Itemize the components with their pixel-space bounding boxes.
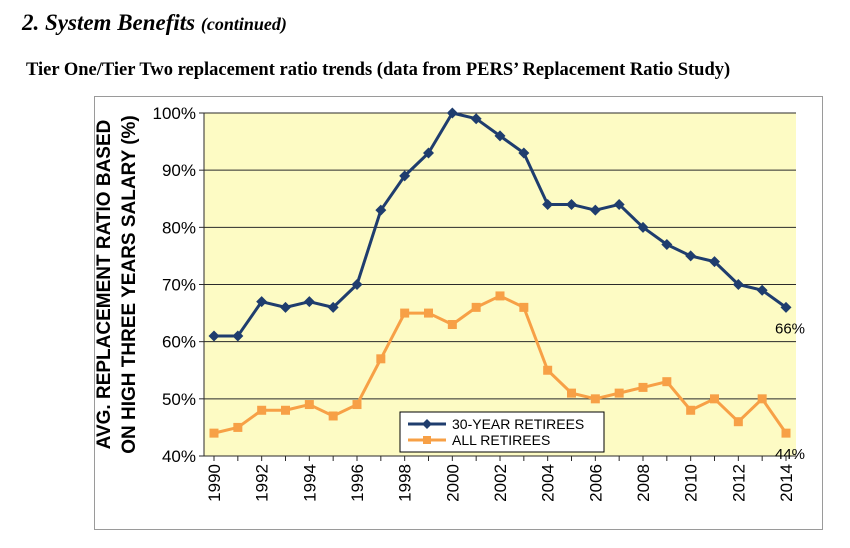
- series-end-label: 66%: [775, 320, 805, 337]
- data-point: [304, 400, 314, 410]
- data-point: [495, 291, 505, 301]
- legend-label: ALL RETIREES: [452, 432, 550, 448]
- data-point: [256, 296, 268, 308]
- data-point: [351, 279, 363, 290]
- data-point: [471, 302, 481, 312]
- legend-item: ALL RETIREES: [408, 432, 550, 448]
- data-point: [447, 320, 457, 330]
- data-point: [209, 428, 219, 438]
- legend-swatch-marker: [422, 419, 432, 429]
- data-point: [399, 170, 411, 182]
- data-point: [446, 107, 458, 119]
- x-tick-label: 2014: [777, 464, 796, 502]
- data-point: [400, 308, 410, 318]
- axes: 40% 50% 60% 70% 80% 90% 100% 1990 1992 1994 1996 19…: [94, 104, 796, 502]
- x-tick-label: 2002: [491, 464, 510, 502]
- data-point: [710, 394, 719, 404]
- data-point: [519, 302, 529, 312]
- data-point: [685, 250, 697, 262]
- y-axis-title-line2: ON HIGH THREE YEARS SALARY (%): [119, 115, 140, 454]
- data-point: [232, 330, 244, 342]
- data-point: [303, 296, 315, 308]
- y-tick-label: 80%: [162, 218, 196, 237]
- x-tick-label: 2000: [443, 464, 462, 502]
- data-point: [614, 388, 624, 398]
- section-title: 2. System Benefits: [22, 10, 196, 35]
- legend-item: 30-YEAR RETIREES: [408, 416, 584, 432]
- data-point: [661, 238, 673, 250]
- data-point: [494, 130, 506, 142]
- data-point: [327, 301, 339, 313]
- data-point: [208, 330, 220, 342]
- data-point: [328, 411, 338, 421]
- y-tick-label: 60%: [162, 333, 196, 352]
- data-point: [638, 382, 648, 392]
- x-tick-label: 1996: [348, 464, 367, 502]
- data-point: [590, 394, 600, 404]
- data-point: [637, 221, 649, 233]
- data-point: [566, 198, 577, 210]
- data-point: [613, 198, 625, 210]
- y-axis-title-line1: AVG. REPLACEMENT RATIO BASED: [94, 120, 115, 450]
- data-point: [233, 422, 243, 432]
- section-heading: 2. System Benefits (continued): [22, 10, 822, 36]
- data-point: [732, 279, 744, 290]
- section-subtitle: (continued): [200, 14, 287, 34]
- labels-layer: 66% 44%: [775, 320, 805, 463]
- legend-label: 30-YEAR RETIREES: [452, 416, 584, 432]
- data-point: [780, 301, 792, 313]
- y-tick-label: 50%: [162, 390, 196, 409]
- legend-swatch-marker: [423, 436, 431, 444]
- data-point: [280, 301, 291, 313]
- y-tick-label: 40%: [162, 447, 196, 466]
- series-all-retirees: [209, 291, 791, 438]
- data-point: [781, 428, 791, 438]
- data-point: [424, 308, 433, 318]
- data-point: [518, 147, 530, 159]
- data-point: [709, 256, 720, 268]
- data-point: [470, 113, 482, 125]
- x-tick-label: 2006: [586, 464, 605, 502]
- data-point: [281, 405, 290, 415]
- data-point: [352, 400, 362, 410]
- data-point: [756, 284, 768, 296]
- x-tick-label: 1994: [300, 464, 319, 502]
- y-tick-label: 90%: [162, 161, 196, 180]
- legend-box: [399, 411, 605, 453]
- y-tick-label: 70%: [162, 276, 196, 295]
- chart-title: Tier One/Tier Two replacement ratio tren…: [26, 60, 731, 80]
- data-point: [733, 417, 743, 427]
- x-tick-label: 1990: [205, 464, 224, 502]
- x-tick-label: 1992: [253, 464, 272, 502]
- x-tick-label: 2010: [682, 464, 701, 502]
- data-point: [543, 365, 553, 375]
- data-point: [257, 405, 267, 415]
- x-tick-label: 2008: [634, 464, 653, 502]
- x-tick-label: 1998: [396, 464, 415, 502]
- data-point: [589, 204, 601, 216]
- data-point: [376, 354, 386, 364]
- data-point: [686, 405, 696, 415]
- data-point: [662, 377, 672, 387]
- y-tick-label: 100%: [153, 104, 196, 123]
- series-30-year-retirees: [208, 107, 792, 342]
- data-point: [542, 198, 554, 210]
- series-layer: [208, 107, 792, 438]
- series-end-label: 44%: [775, 446, 805, 463]
- data-point: [567, 388, 576, 398]
- data-point: [423, 147, 434, 159]
- x-tick-label: 2004: [539, 464, 558, 502]
- data-point: [375, 204, 387, 216]
- x-tick-label: 2012: [729, 464, 748, 502]
- data-point: [757, 394, 767, 404]
